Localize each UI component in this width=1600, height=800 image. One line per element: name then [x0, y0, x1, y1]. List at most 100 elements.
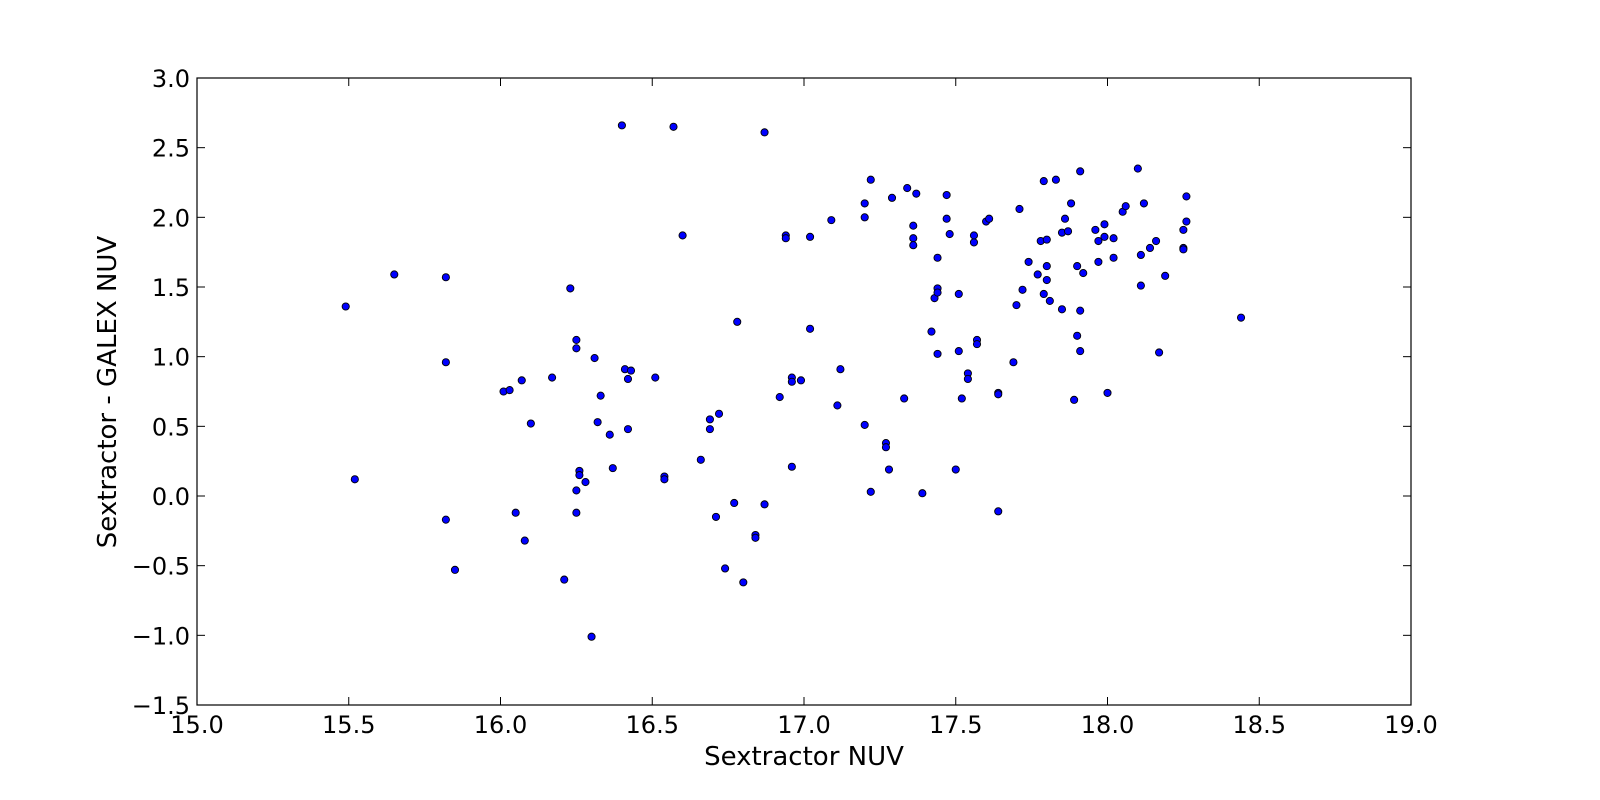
y-tick-label: 3.0	[152, 65, 190, 93]
scatter-point	[1076, 306, 1085, 315]
scatter-point	[1024, 257, 1033, 266]
scatter-point	[350, 475, 359, 484]
scatter-point	[1051, 175, 1060, 184]
x-tick-label: 15.5	[322, 711, 375, 739]
scatter-point	[1057, 305, 1067, 314]
scatter-point	[1109, 234, 1118, 243]
x-tick-label: 16.0	[474, 711, 527, 739]
scatter-point	[581, 478, 590, 487]
scatter-point	[1100, 232, 1109, 241]
scatter-point	[526, 419, 535, 428]
scatter-point	[1236, 313, 1246, 322]
scatter-point	[884, 465, 894, 474]
scatter-point	[730, 498, 739, 508]
scatter-point	[942, 214, 951, 223]
scatter-point	[796, 376, 806, 385]
scatter-point	[669, 122, 678, 131]
scatter-point	[909, 241, 918, 250]
x-tick-label: 17.0	[777, 711, 830, 739]
y-tick-label: 0.5	[152, 413, 190, 441]
scatter-point	[860, 420, 869, 429]
scatter-point	[572, 344, 581, 353]
scatter-point	[860, 213, 869, 222]
scatter-point	[1060, 214, 1070, 223]
scatter-point	[1073, 262, 1082, 271]
scatter-point	[1182, 217, 1191, 226]
scatter-point	[678, 231, 687, 240]
scatter-point	[933, 349, 942, 358]
scatter-point	[623, 374, 633, 384]
scatter-point	[1094, 257, 1103, 266]
scatter-point	[760, 128, 769, 137]
y-axis-title: Sextractor - GALEX NUV	[93, 236, 123, 549]
scatter-point	[963, 374, 972, 384]
scatter-point	[1070, 395, 1079, 404]
scatter-point	[994, 507, 1003, 516]
scatter-point	[972, 340, 982, 349]
scatter-point	[951, 465, 960, 474]
scatter-point	[511, 508, 520, 517]
scatter-point	[900, 394, 909, 403]
scatter-point	[909, 221, 918, 230]
y-tick-label: −0.5	[132, 553, 190, 581]
scatter-point	[760, 500, 769, 509]
scatter-point	[560, 575, 569, 584]
scatter-point	[721, 564, 730, 573]
scatter-point	[1015, 204, 1024, 214]
scatter-point	[441, 358, 450, 367]
scatter-point	[860, 199, 869, 208]
scatter-point	[909, 234, 918, 243]
scatter-point	[1136, 281, 1145, 290]
scatter-point	[1100, 220, 1109, 229]
y-tick-label: 1.5	[152, 274, 190, 302]
scatter-point	[566, 284, 575, 293]
scatter-point	[1179, 225, 1188, 234]
scatter-point	[1018, 285, 1027, 294]
scatter-point	[751, 533, 760, 542]
scatter-point	[933, 288, 942, 297]
scatter-point	[787, 462, 796, 471]
scatter-point	[1039, 289, 1048, 299]
scatter-point	[696, 455, 705, 464]
scatter-point	[1121, 202, 1130, 211]
scatter-point	[806, 324, 815, 333]
scatter-point	[994, 390, 1003, 399]
scatter-point	[593, 418, 602, 427]
scatter-point	[969, 238, 979, 247]
x-tick-label: 19.0	[1384, 711, 1437, 739]
scatter-point	[605, 430, 614, 439]
scatter-point	[548, 373, 557, 382]
scatter-point	[390, 270, 399, 279]
scatter-point	[833, 401, 842, 410]
scatter-point	[626, 366, 636, 375]
scatter-point	[957, 394, 966, 403]
scatter-point	[596, 391, 605, 400]
y-tick-label: −1.5	[132, 692, 190, 720]
scatter-point	[1079, 269, 1088, 278]
scatter-point	[866, 487, 875, 496]
y-tick-label: 2.0	[152, 204, 190, 232]
scatter-point	[739, 578, 748, 587]
scatter-point	[733, 317, 742, 326]
scatter-point	[1139, 199, 1148, 208]
scatter-point	[572, 335, 581, 344]
scatter-point	[450, 565, 460, 574]
scatter-point	[1045, 296, 1054, 305]
scatter-point	[1136, 250, 1145, 260]
scatter-point	[660, 475, 669, 484]
scatter-point	[1182, 192, 1191, 201]
scatter-point	[705, 425, 714, 434]
scatter-point	[866, 175, 875, 184]
x-tick-label: 18.5	[1233, 711, 1286, 739]
x-tick-label: 17.5	[929, 711, 982, 739]
scatter-point	[1042, 275, 1051, 285]
scatter-point	[787, 377, 796, 386]
scatter-point	[714, 409, 724, 418]
point-layer	[341, 121, 1246, 641]
scatter-point	[1155, 348, 1164, 357]
plot-area-frame	[196, 77, 1412, 706]
scatter-point	[836, 365, 845, 374]
scatter-point	[1073, 331, 1082, 340]
scatter-point	[942, 190, 951, 200]
y-tick-label: 2.5	[152, 135, 190, 163]
